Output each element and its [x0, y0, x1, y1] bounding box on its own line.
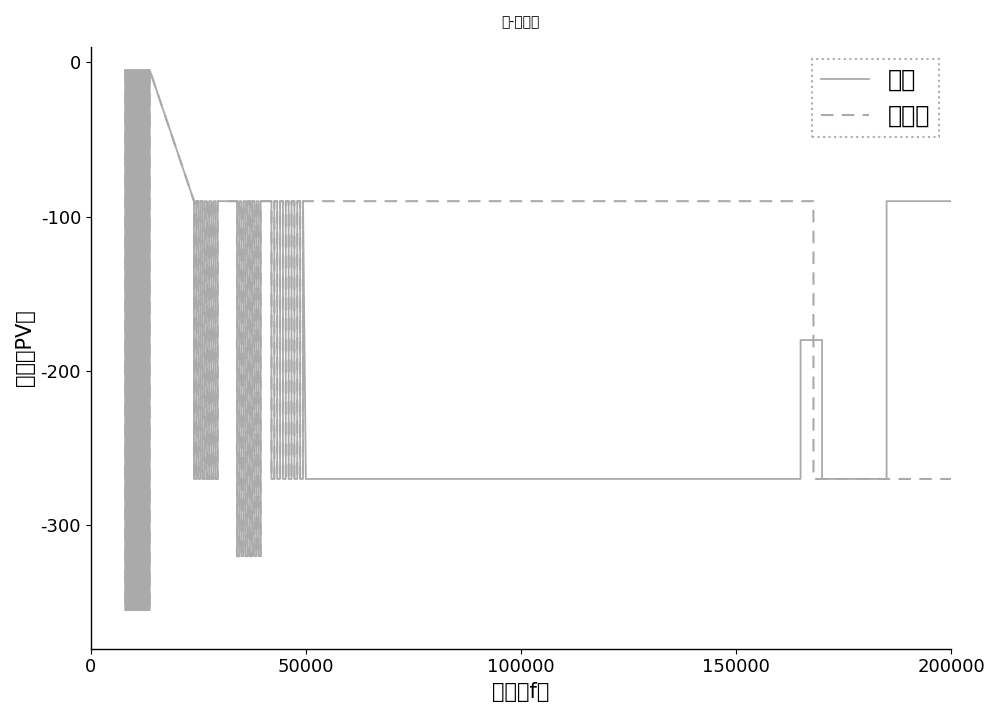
- 传统: [136, 606, 148, 614]
- Line: 改进后: 改进后: [125, 70, 951, 610]
- Line: 传统: 传统: [125, 70, 951, 610]
- Legend: 传统, 改进后: 传统, 改进后: [812, 59, 939, 138]
- 传统: [119, 606, 131, 614]
- 传统: [140, 606, 152, 614]
- 改进后: [291, 197, 303, 206]
- 传统: [119, 66, 131, 75]
- 传统: [250, 197, 262, 206]
- 改进后: [188, 197, 200, 206]
- 改进后: [274, 475, 286, 483]
- 改进后: [237, 197, 249, 206]
- 改进后: [119, 66, 131, 75]
- X-axis label: 频率（f）: 频率（f）: [492, 682, 550, 702]
- 改进后: [119, 606, 131, 614]
- Title: 相-频对比: 相-频对比: [502, 15, 540, 29]
- 传统: [945, 197, 957, 206]
- 传统: [274, 197, 286, 206]
- 改进后: [945, 475, 957, 483]
- 改进后: [277, 475, 289, 483]
- 传统: [816, 475, 828, 483]
- 改进后: [246, 552, 258, 561]
- Y-axis label: 相位（PV）: 相位（PV）: [15, 310, 35, 386]
- 传统: [233, 197, 245, 206]
